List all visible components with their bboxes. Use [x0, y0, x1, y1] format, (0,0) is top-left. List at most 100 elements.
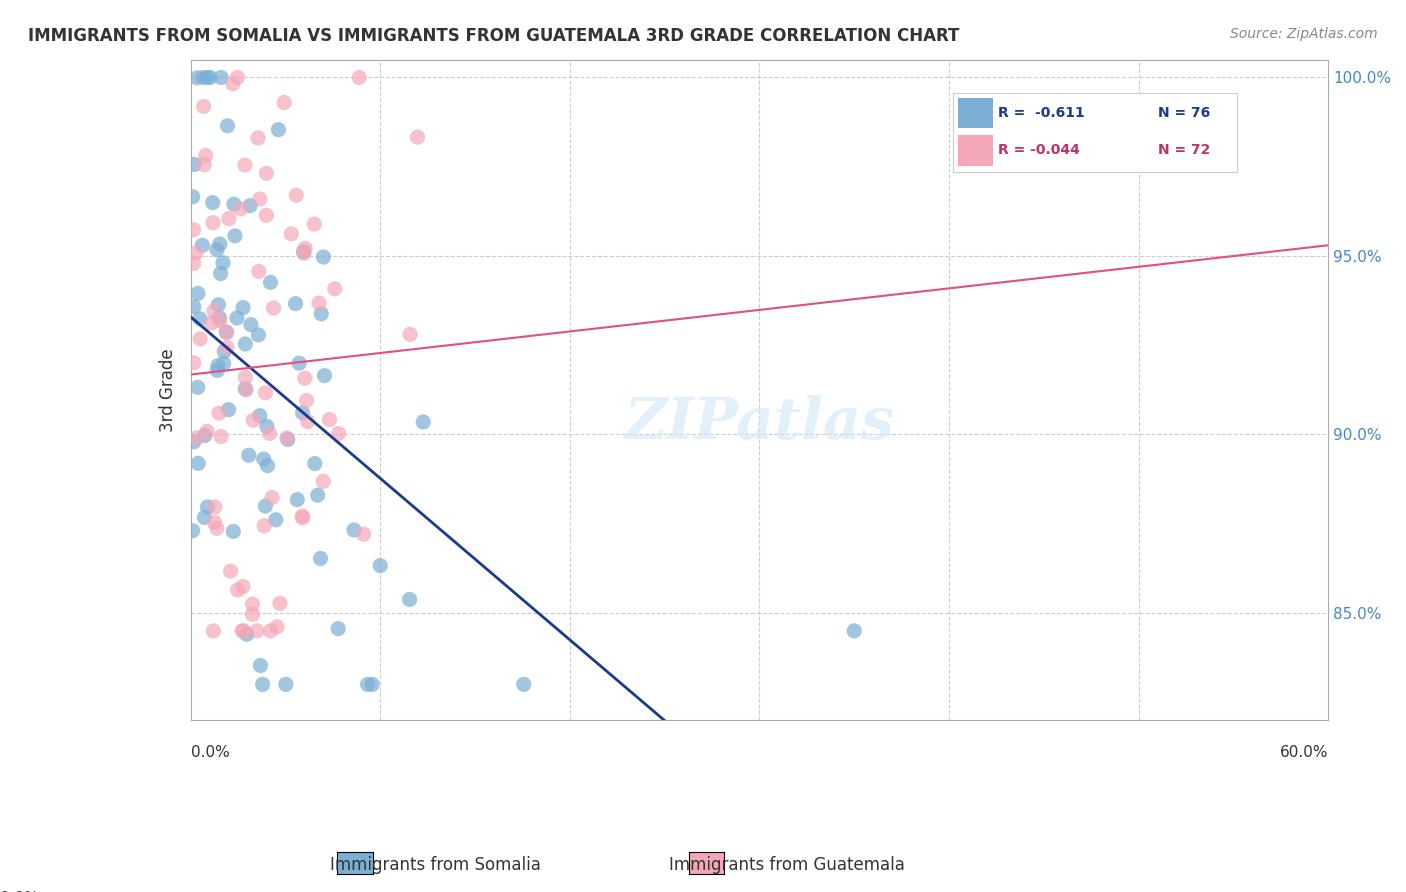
Point — [294, 371, 316, 385]
Point — [233, 382, 256, 396]
Point — [200, 316, 222, 330]
Point — [208, 406, 231, 420]
Point — [232, 624, 254, 638]
Point — [188, 311, 211, 326]
Point — [249, 409, 271, 423]
Point — [239, 199, 262, 213]
Point — [187, 380, 209, 394]
Point — [312, 475, 335, 489]
Point — [294, 242, 316, 256]
Point — [183, 434, 205, 449]
Point — [207, 363, 229, 377]
Point — [259, 426, 281, 441]
Point — [307, 488, 329, 502]
Point — [197, 500, 219, 514]
Point — [343, 523, 366, 537]
Point — [285, 492, 308, 507]
Point — [291, 508, 314, 523]
Point — [844, 624, 866, 638]
Point — [218, 402, 240, 417]
Point — [368, 558, 391, 573]
Point — [292, 246, 315, 260]
Point — [201, 195, 224, 210]
Point — [193, 158, 215, 172]
Point — [187, 456, 209, 470]
Point — [218, 211, 240, 226]
Point — [309, 551, 332, 566]
Point — [198, 70, 221, 85]
Point — [207, 359, 229, 373]
Point — [233, 158, 256, 172]
Point — [318, 412, 340, 426]
Point — [247, 131, 270, 145]
Point — [184, 245, 207, 260]
Point — [235, 627, 257, 641]
Point — [304, 457, 326, 471]
Point — [264, 513, 287, 527]
Text: 60.0%: 60.0% — [1279, 745, 1329, 760]
Point — [267, 122, 290, 136]
Point — [242, 607, 264, 622]
Point — [208, 237, 231, 252]
Point — [254, 208, 277, 222]
Point — [232, 301, 254, 315]
Point — [246, 624, 269, 638]
Point — [209, 429, 232, 443]
Point — [226, 310, 249, 325]
Point — [226, 70, 249, 85]
Point — [280, 227, 302, 241]
Point — [273, 95, 295, 110]
Point — [191, 238, 214, 252]
Point — [328, 426, 350, 441]
Point — [254, 166, 277, 180]
Point — [297, 415, 319, 429]
Point — [205, 243, 228, 257]
Point — [233, 337, 256, 351]
Point — [222, 77, 245, 91]
Point — [212, 344, 235, 359]
Point — [202, 624, 225, 638]
Point — [205, 521, 228, 535]
Point — [308, 296, 330, 310]
Point — [215, 325, 238, 339]
Point — [269, 596, 291, 610]
Point — [183, 157, 205, 171]
Point — [291, 511, 314, 525]
Point — [181, 524, 204, 538]
Point — [186, 431, 208, 445]
Point — [202, 216, 225, 230]
Point — [217, 119, 239, 133]
Point — [406, 130, 429, 145]
Point — [285, 188, 308, 202]
Point — [266, 620, 288, 634]
Point — [212, 356, 235, 370]
Point — [231, 624, 253, 638]
Point — [193, 99, 215, 113]
Point — [309, 307, 332, 321]
Point — [259, 276, 281, 290]
Point — [412, 415, 434, 429]
Point — [222, 524, 245, 539]
Point — [247, 264, 270, 278]
Point — [254, 385, 277, 400]
Point — [224, 228, 246, 243]
Point — [253, 452, 276, 467]
Point — [222, 197, 245, 211]
Point — [208, 310, 231, 325]
Point — [238, 448, 260, 462]
Point — [256, 458, 278, 473]
Point — [277, 433, 299, 447]
Point — [215, 326, 238, 340]
Point — [295, 393, 318, 408]
Y-axis label: 3rd Grade: 3rd Grade — [159, 348, 177, 432]
Point — [247, 327, 270, 342]
Point — [215, 340, 238, 354]
Text: ZIPatlas: ZIPatlas — [624, 394, 894, 451]
Point — [249, 658, 271, 673]
Point — [398, 592, 420, 607]
Point — [194, 148, 217, 162]
Point — [183, 222, 205, 236]
Point — [262, 491, 284, 505]
Point — [186, 70, 208, 85]
Point — [226, 582, 249, 597]
